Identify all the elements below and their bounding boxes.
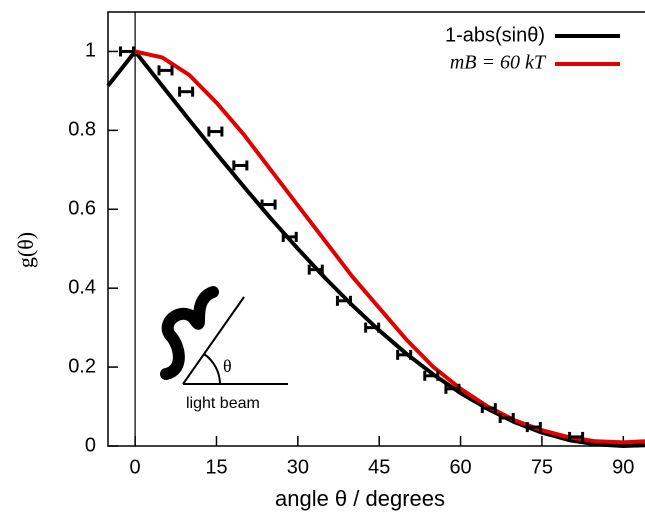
angle-arc [203, 353, 221, 385]
error-bar [157, 65, 174, 76]
error-bar [364, 322, 381, 333]
y-tick-label: 0 [85, 434, 96, 456]
squiggle [160, 286, 219, 380]
error-bar [396, 349, 413, 360]
legend-label: 1-abs(sinθ) [445, 24, 545, 46]
x-tick-label: 0 [130, 456, 141, 478]
y-tick-label: 1 [85, 40, 96, 62]
x-tick-label: 75 [531, 456, 553, 478]
series-line [106, 49, 645, 448]
angle-label: θ [223, 356, 232, 376]
error-bar [444, 383, 461, 394]
legend-label: mB = 60 kT [450, 52, 547, 74]
inset-diagram: θ light beam [160, 286, 288, 412]
x-tick-label: 60 [449, 456, 471, 478]
beam-label: light beam [186, 395, 260, 412]
y-tick-label: 0.8 [68, 119, 96, 141]
error-bar [525, 422, 542, 433]
error-bar [498, 412, 515, 423]
error-bar [480, 403, 497, 414]
error-bar [260, 199, 277, 210]
error-bar [335, 295, 352, 306]
x-tick-label: 90 [612, 456, 634, 478]
error-bar [423, 370, 440, 381]
plot-frame [107, 11, 645, 447]
error-bar [118, 46, 135, 57]
series-line [134, 49, 645, 445]
x-axis-label: angle θ / degrees [275, 486, 445, 511]
error-bar [568, 431, 585, 442]
error-bar [232, 160, 249, 171]
y-axis-label: g(θ) [13, 232, 38, 268]
x-tick-label: 45 [368, 456, 390, 478]
error-bar [281, 231, 298, 242]
error-bar [207, 126, 224, 137]
y-tick-label: 0.4 [68, 276, 96, 298]
x-tick-label: 30 [287, 456, 309, 478]
error-bar [307, 264, 324, 275]
error-bar [178, 86, 195, 97]
x-tick-label: 15 [205, 456, 227, 478]
y-tick-label: 0.6 [68, 198, 96, 220]
tilt-line [182, 296, 245, 385]
y-tick-label: 0.2 [68, 355, 96, 377]
